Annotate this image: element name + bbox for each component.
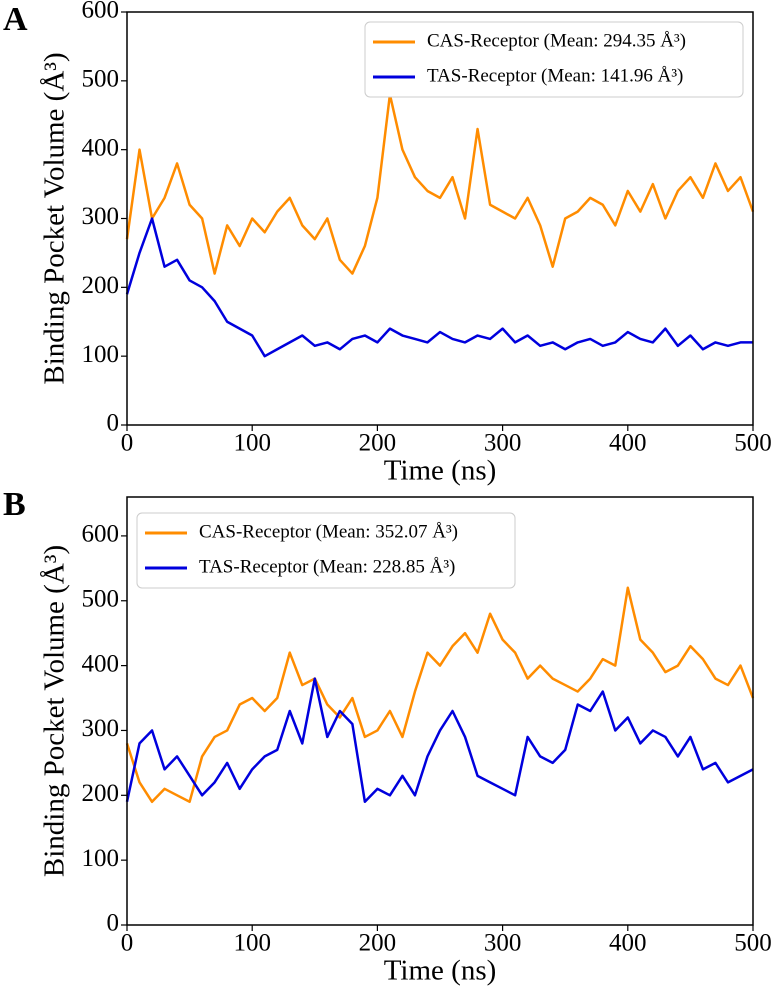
y-tick-label: 600 (82, 521, 120, 548)
y-axis-label: Binding Pocket Volume (Å³) (39, 545, 71, 877)
panel-label: B (3, 486, 26, 523)
y-tick-label: 600 (82, 0, 120, 24)
x-tick-label: 400 (609, 430, 647, 457)
y-tick-label: 500 (82, 585, 120, 612)
y-tick-label: 300 (82, 715, 120, 742)
x-tick-label: 300 (484, 930, 522, 957)
y-tick-label: 400 (82, 134, 120, 161)
legend-label: CAS-Receptor (Mean: 352.07 Å³) (199, 521, 458, 542)
y-axis-label: Binding Pocket Volume (Å³) (39, 52, 71, 384)
x-tick-label: 100 (233, 430, 271, 457)
panel-label: A (3, 1, 28, 38)
x-axis-label: Time (ns) (384, 955, 497, 987)
x-tick-label: 0 (121, 930, 134, 957)
data-line (125, 93, 755, 275)
x-tick-label: 500 (734, 430, 772, 457)
x-tick-label: 200 (359, 930, 397, 957)
legend-label: TAS-Receptor (Mean: 228.85 Å³) (199, 556, 455, 577)
y-tick-label: 0 (107, 410, 120, 437)
y-tick-label: 300 (82, 203, 120, 230)
x-tick-label: 100 (233, 930, 271, 957)
x-tick-label: 500 (734, 930, 772, 957)
data-line (125, 677, 754, 804)
y-tick-label: 100 (82, 341, 120, 368)
x-tick-label: 300 (484, 430, 522, 457)
y-tick-label: 200 (82, 272, 120, 299)
data-line (125, 217, 753, 358)
y-tick-label: 0 (107, 910, 120, 937)
x-tick-label: 0 (121, 430, 134, 457)
y-tick-label: 100 (82, 845, 120, 872)
x-tick-label: 400 (609, 930, 647, 957)
legend-label: CAS-Receptor (Mean: 294.35 Å³) (427, 30, 686, 51)
y-tick-label: 400 (82, 650, 120, 677)
legend-box (136, 512, 516, 589)
data-line (125, 586, 755, 804)
y-tick-label: 500 (82, 66, 120, 93)
x-axis-label: Time (ns) (384, 455, 497, 487)
legend-label: TAS-Receptor (Mean: 141.96 Å³) (427, 65, 683, 86)
y-tick-label: 200 (82, 780, 120, 807)
plot-frame (126, 496, 754, 926)
x-tick-label: 200 (359, 430, 397, 457)
legend-box (364, 21, 744, 98)
